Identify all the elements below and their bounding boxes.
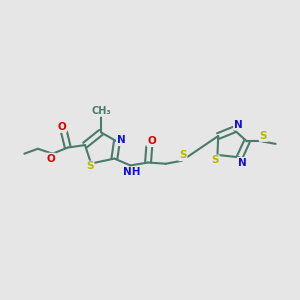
Text: O: O <box>147 136 156 146</box>
Text: NH: NH <box>123 167 140 177</box>
Text: S: S <box>86 161 94 171</box>
Text: O: O <box>57 122 66 132</box>
Text: S: S <box>211 155 219 165</box>
Text: N: N <box>234 120 243 130</box>
Text: N: N <box>117 135 126 145</box>
Text: O: O <box>46 154 55 164</box>
Text: S: S <box>179 150 187 161</box>
Text: N: N <box>238 158 246 168</box>
Text: S: S <box>260 131 267 141</box>
Text: CH₃: CH₃ <box>91 106 111 116</box>
